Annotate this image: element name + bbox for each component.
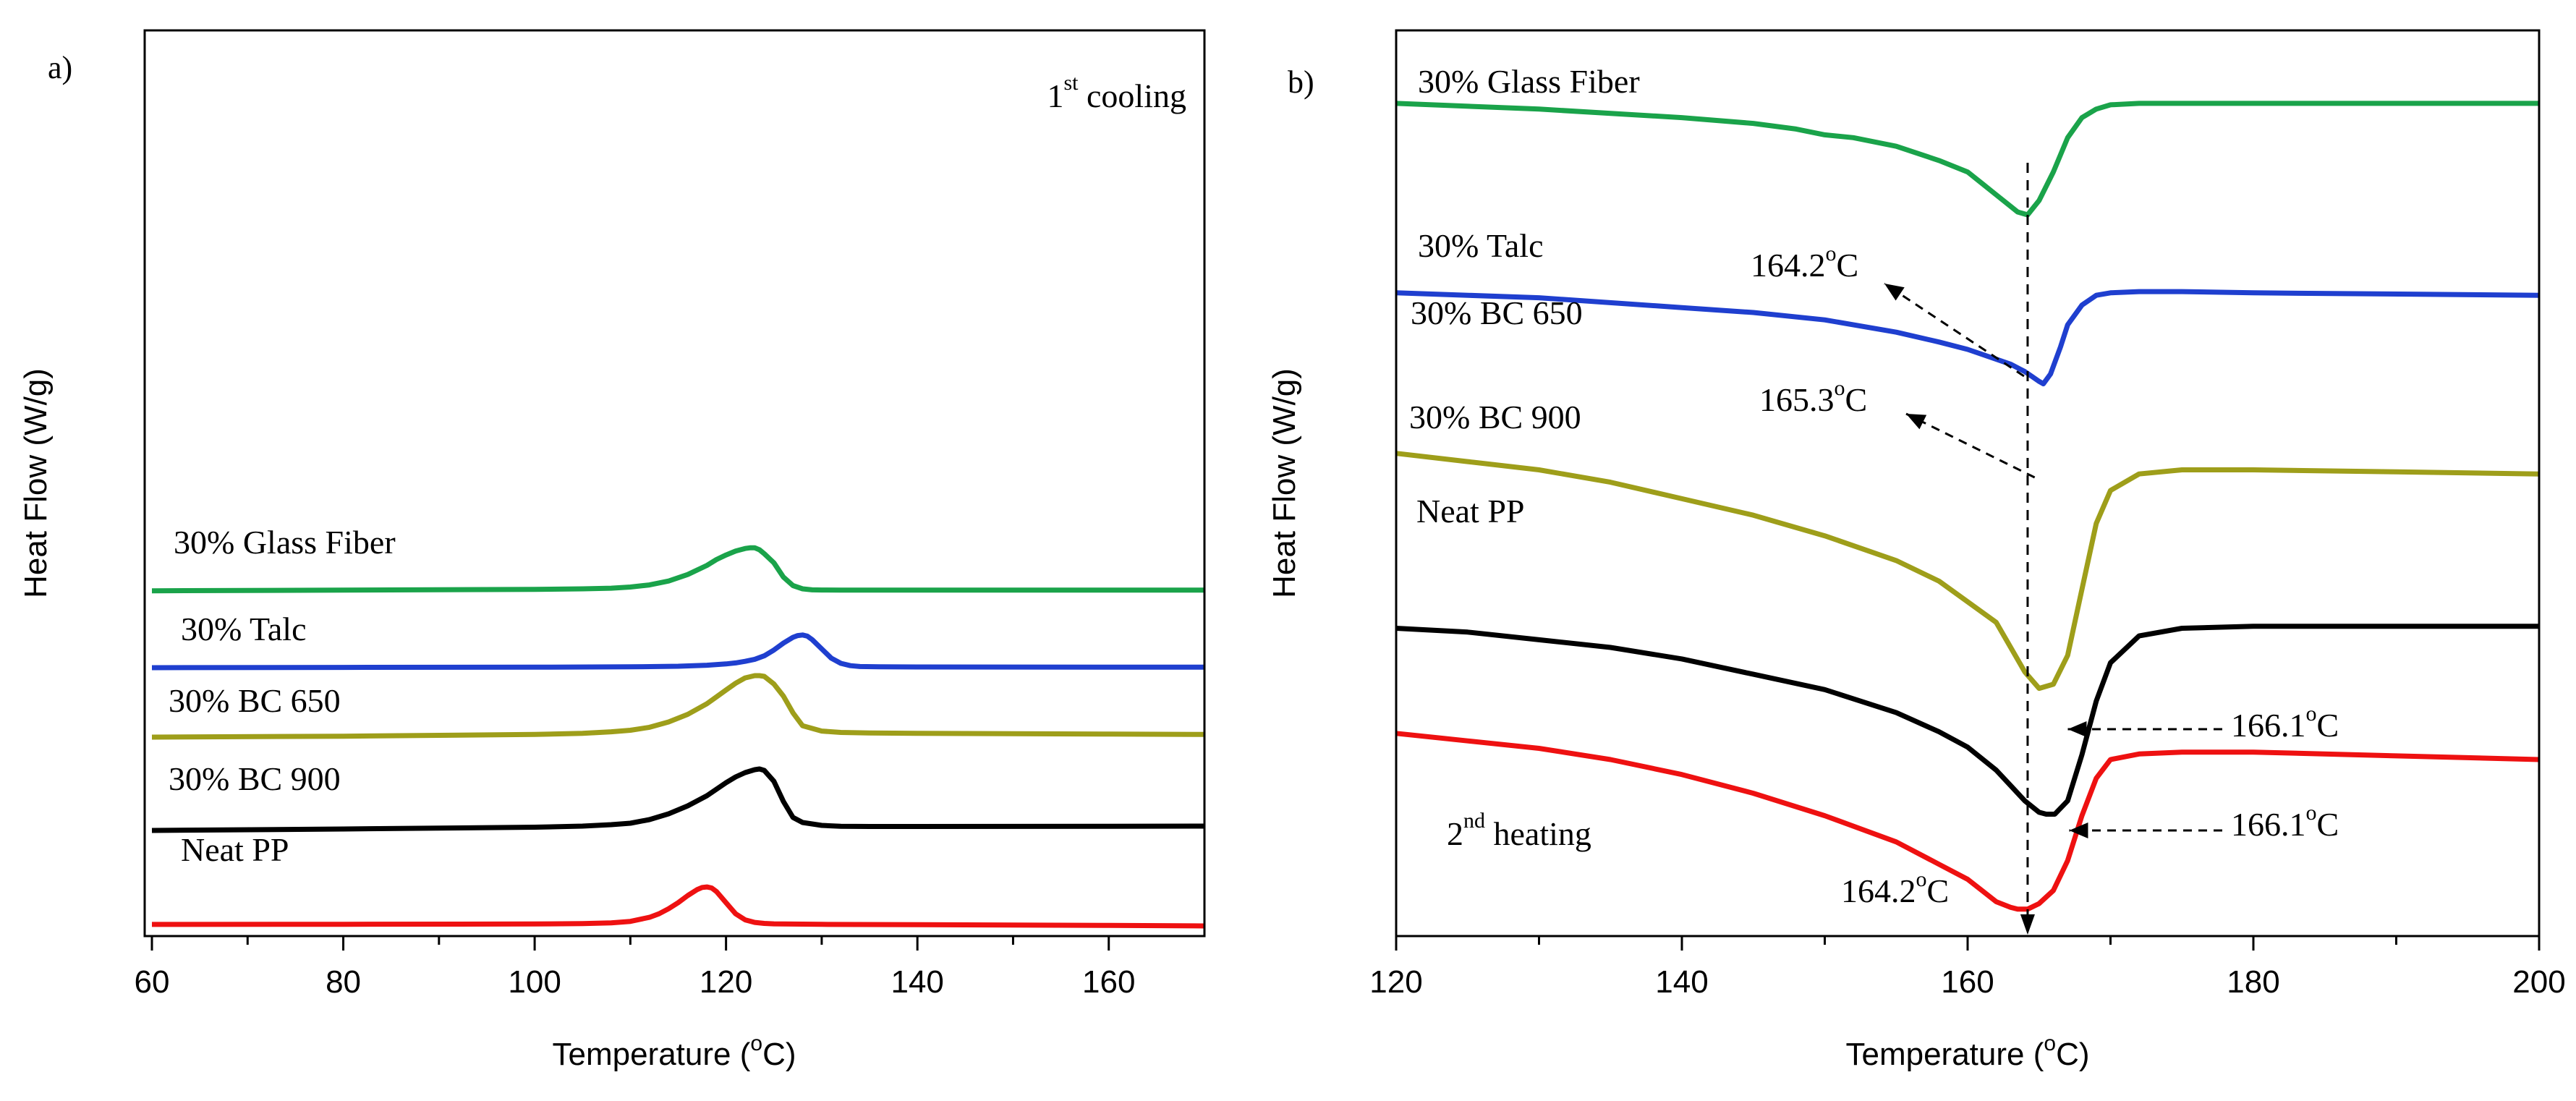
peak-label-neat-pp: 164.2oC: [1841, 867, 1949, 909]
panel-b-x-axis-title: Temperature (oC): [1845, 1032, 2089, 1072]
panel-a-label: a): [48, 50, 72, 85]
peak-label-glass-fiber: 164.2oC: [1751, 242, 1858, 284]
peak-arrow-bc900-head: [2069, 822, 2088, 838]
peak-arrow-glass-fiber-head: [1884, 284, 1905, 301]
panel-b-series-30-talc: [1395, 289, 2540, 387]
panel-b-x-tick-label-140: 140: [1655, 964, 1708, 1000]
peak-label-bc650: 166.1oC: [2231, 702, 2339, 744]
peak-arrow-glass-fiber: [1884, 282, 2025, 378]
panel-a-frame: [143, 29, 1206, 938]
panel-b-label-bc650: 30% BC 650: [1411, 294, 1583, 331]
panel-b-annotation: 2nd heating: [1447, 809, 1591, 852]
panel-b-peak-arrows: [1884, 163, 2222, 935]
peak-label-bc900: 166.1oC: [2231, 801, 2339, 843]
panel-a-x-tick-label-100: 100: [508, 964, 561, 1000]
panel-a-y-axis-title: Heat Flow (W/g): [18, 368, 54, 598]
panel-a-series-30-bc-650: [151, 673, 1205, 740]
panel-b-x-tick-label-200: 200: [2512, 964, 2565, 1000]
peak-arrow-bc650-head: [2067, 721, 2087, 737]
panel-a-label-neat-pp: Neat PP: [181, 831, 289, 868]
panel-a-annotation-text: cooling: [1079, 77, 1186, 114]
panel-a-x-axis-title: Temperature (oC): [552, 1032, 796, 1072]
panel-a-annotation-num: 1: [1047, 77, 1064, 114]
panel-a-series-30-bc-900: [151, 766, 1205, 833]
panel-b-series-30-bc-650: [1395, 451, 2540, 692]
panel-b-label: b): [1288, 64, 1314, 100]
panel-a-x-tick-label-160: 160: [1082, 964, 1135, 1000]
panel-a-label-talc: 30% Talc: [181, 611, 307, 647]
panel-b-series-30-glass-fiber: [1395, 101, 2539, 218]
peak-arrow-talc-head: [1906, 414, 1927, 430]
panel-a-x-tick-label-60: 60: [135, 964, 170, 1000]
panel-b-label-glass-fiber: 30% Glass Fiber: [1418, 63, 1640, 100]
panel-a-x-tick-label-120: 120: [700, 964, 752, 1000]
panel-a-x-axis: 60 80 100 120 140 160: [135, 936, 1135, 1000]
panel-b-x-tick-label-120: 120: [1369, 964, 1422, 1000]
panel-b-series-neat-pp: [1395, 731, 2540, 912]
panel-b-annotation-sup: nd: [1463, 809, 1485, 833]
panel-a-x-tick-label-140: 140: [890, 964, 943, 1000]
panel-b-x-tick-label-180: 180: [2227, 964, 2279, 1000]
panel-a-label-bc900: 30% BC 900: [169, 760, 341, 797]
panel-b-x-tick-label-160: 160: [1941, 964, 1994, 1000]
peak-arrow-talc: [1905, 412, 2036, 479]
panel-a-series-neat-pp: [151, 884, 1205, 929]
panel-a-label-glass-fiber: 30% Glass Fiber: [174, 524, 396, 561]
panel-a-annotation: 1st cooling: [1047, 71, 1187, 114]
panel-b-y-axis-title: Heat Flow (W/g): [1267, 368, 1302, 598]
panel-b-x-axis: 120 140 160 180 200: [1369, 936, 2566, 1000]
panel-b-label-bc900: 30% BC 900: [1409, 399, 1581, 435]
panel-b-plot: [1395, 101, 2540, 912]
panel-b-frame: [1395, 29, 2541, 938]
panel-b-label-neat-pp: Neat PP: [1416, 493, 1525, 530]
panel-a-series-30-talc: [151, 632, 1204, 671]
panel-b: b) 120 140 160 180 200 30% Glass Fiber 30% T…: [1267, 29, 2566, 1072]
panel-b-annotation-num: 2: [1447, 815, 1463, 852]
panel-b-series-30-bc-900: [1395, 624, 2539, 817]
panel-a-plot: [151, 545, 1205, 929]
panel-a-series-30-glass-fiber: [151, 545, 1204, 594]
panel-b-annotation-text: heating: [1485, 815, 1591, 852]
peak-reference-arrowhead: [2020, 914, 2035, 935]
panel-a-annotation-sup: st: [1064, 71, 1079, 95]
panel-a-x-tick-label-80: 80: [326, 964, 361, 1000]
peak-label-talc: 165.3oC: [1759, 376, 1867, 418]
panel-a: a) 60 80 100 120 140 160 1st cooling 30% Glas…: [18, 29, 1206, 1072]
panel-b-label-talc: 30% Talc: [1418, 227, 1544, 264]
panel-a-label-bc650: 30% BC 650: [169, 682, 341, 719]
